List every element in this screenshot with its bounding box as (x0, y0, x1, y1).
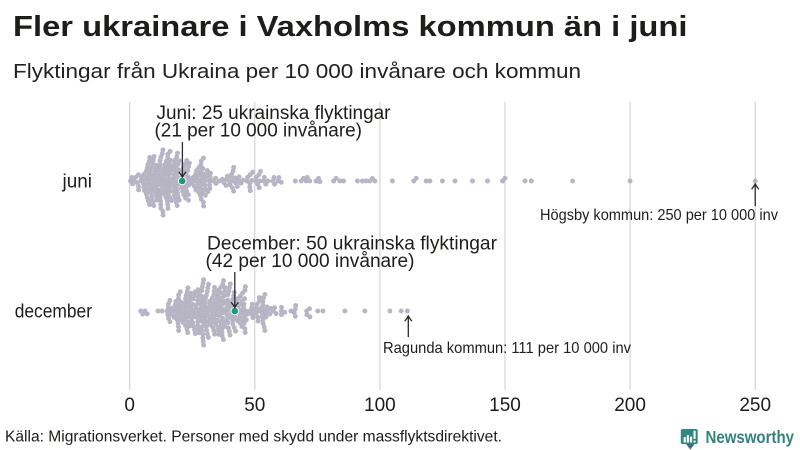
svg-text:(21 per 10 000 invånare): (21 per 10 000 invånare) (155, 121, 363, 142)
svg-text:Fler ukrainare i Vaxholms komm: Fler ukrainare i Vaxholms kommun än i ju… (13, 11, 688, 43)
svg-text:Högsby kommun: 250 per 10 000: Högsby kommun: 250 per 10 000 inv (540, 207, 778, 224)
svg-text:200: 200 (614, 395, 646, 416)
svg-text:Ragunda kommun: 111 per 10 000: Ragunda kommun: 111 per 10 000 inv (383, 340, 631, 357)
svg-text:Juni: 25 ukrainska flyktingar: Juni: 25 ukrainska flyktingar (157, 103, 392, 124)
svg-text:Newsworthy: Newsworthy (706, 427, 795, 447)
svg-text:(42 per 10 000 invånare): (42 per 10 000 invånare) (206, 251, 415, 272)
svg-text:Flyktingar från Ukraina per 10: Flyktingar från Ukraina per 10 000 invån… (13, 61, 581, 83)
svg-text:150: 150 (489, 395, 521, 416)
svg-text:december: december (15, 302, 93, 323)
svg-text:December: 50 ukrainska flyktin: December: 50 ukrainska flyktingar (207, 234, 498, 255)
svg-text:juni: juni (62, 172, 92, 193)
svg-text:50: 50 (244, 395, 265, 416)
svg-text:250: 250 (739, 395, 771, 416)
svg-text:Källa: Migrationsverket. Perso: Källa: Migrationsverket. Personer med sk… (5, 429, 502, 446)
svg-text:100: 100 (364, 395, 396, 416)
svg-text:0: 0 (124, 395, 135, 416)
